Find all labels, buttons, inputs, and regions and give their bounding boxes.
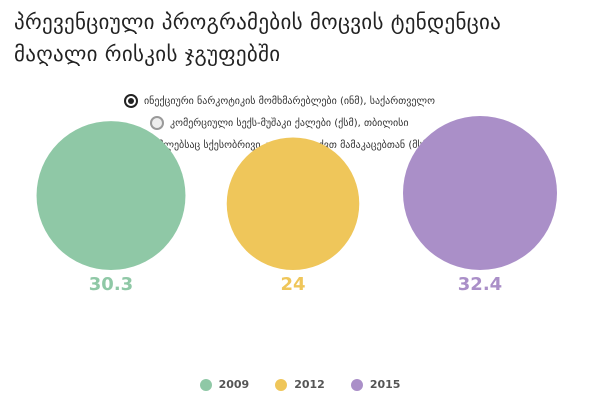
- legend-swatch-2015: [350, 378, 363, 391]
- data-label-2009: 30.3: [89, 274, 133, 295]
- option-idu[interactable]: ინექციური ნარკოტიკის მომხმარებლები (ინმ)…: [124, 94, 435, 108]
- option-label-fsw: კომერციული სექს-მუშაკი ქალები (ქსმ), თბი…: [170, 117, 409, 129]
- radio-icon-fsw[interactable]: [150, 116, 164, 130]
- legend-label-2009: 2009: [218, 378, 250, 391]
- radio-icon-idu[interactable]: [124, 94, 138, 108]
- bubble-2015[interactable]: [403, 116, 557, 270]
- legend-item-2009[interactable]: 2009: [199, 378, 250, 391]
- legend-item-2012[interactable]: 2012: [275, 378, 325, 391]
- legend-label-2012: 2012: [294, 378, 325, 391]
- legend-swatch-2012: [275, 378, 288, 391]
- legend-swatch-2009: [199, 378, 212, 391]
- data-label-2012: 24: [280, 274, 305, 295]
- option-label-idu: ინექციური ნარკოტიკის მომხმარებლები (ინმ)…: [144, 95, 435, 107]
- legend-item-2015[interactable]: 2015: [350, 378, 401, 391]
- option-fsw[interactable]: კომერციული სექს-მუშაკი ქალები (ქსმ), თბი…: [150, 116, 409, 130]
- chart-title: პრევენციული პროგრამების მოცვის ტენდენცია…: [14, 10, 502, 66]
- legend-label-2015: 2015: [369, 378, 401, 391]
- data-label-2015: 32.4: [458, 274, 502, 295]
- bubble-2012[interactable]: [226, 137, 360, 270]
- bubble-2009[interactable]: [36, 121, 186, 270]
- chart-legend: 2009 2012 2015: [0, 378, 600, 391]
